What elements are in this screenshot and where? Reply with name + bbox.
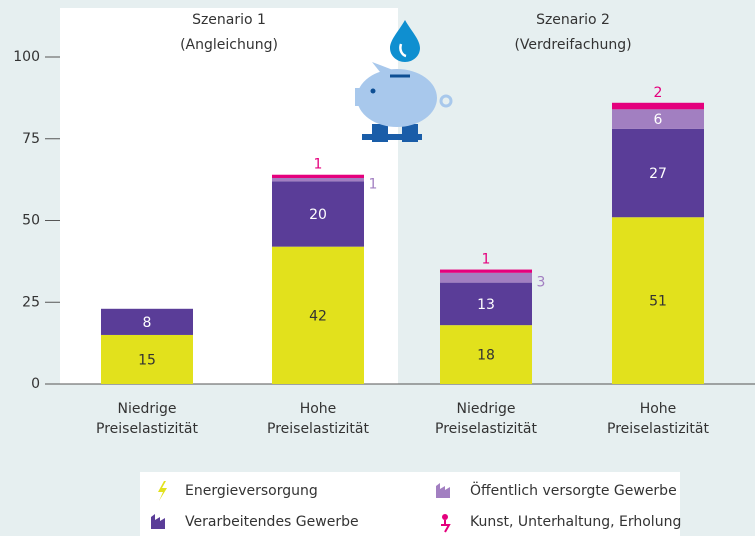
x-tick-label: Niedrige bbox=[117, 401, 176, 417]
value-label: 1 bbox=[314, 157, 323, 173]
y-tick-label: 0 bbox=[31, 376, 40, 392]
value-label: 3 bbox=[537, 275, 546, 291]
legend-label: Kunst, Unterhaltung, Erholung bbox=[470, 514, 681, 530]
y-tick-label: 100 bbox=[13, 49, 40, 65]
x-tick-label: Preiselastizität bbox=[607, 421, 710, 437]
value-label: 27 bbox=[649, 166, 667, 182]
y-tick-label: 25 bbox=[22, 294, 40, 310]
value-label: 8 bbox=[143, 315, 152, 331]
group-title: Szenario 1 bbox=[192, 12, 266, 28]
x-tick-label: Preiselastizität bbox=[96, 421, 199, 437]
x-tick-label: Niedrige bbox=[456, 401, 515, 417]
y-tick-label: 75 bbox=[22, 131, 40, 147]
legend-label: Verarbeitendes Gewerbe bbox=[185, 514, 359, 530]
value-label: 18 bbox=[477, 348, 495, 364]
value-label: 20 bbox=[309, 207, 327, 223]
legend-icon bbox=[442, 514, 448, 520]
x-tick-label: Preiselastizität bbox=[435, 421, 538, 437]
value-label: 2 bbox=[654, 85, 663, 101]
x-tick-label: Preiselastizität bbox=[267, 421, 370, 437]
value-label: 1 bbox=[482, 252, 491, 268]
bar-segment bbox=[272, 175, 364, 178]
value-label: 15 bbox=[138, 352, 156, 368]
y-tick-label: 50 bbox=[22, 213, 40, 229]
group-subtitle: (Verdreifachung) bbox=[514, 37, 631, 53]
value-label: 42 bbox=[309, 308, 327, 324]
value-label: 6 bbox=[654, 112, 663, 128]
x-tick-label: Hohe bbox=[640, 401, 677, 417]
value-label: 1 bbox=[369, 177, 378, 193]
legend-label: Öffentlich versorgte Gewerbe bbox=[470, 481, 677, 499]
legend-label: Energieversorgung bbox=[185, 483, 318, 499]
bar-segment bbox=[612, 103, 704, 110]
x-tick-label: Hohe bbox=[300, 401, 337, 417]
group-subtitle: (Angleichung) bbox=[180, 37, 278, 53]
group-title: Szenario 2 bbox=[536, 12, 610, 28]
chart: 0 25 50 75 100 Szenario 1 (Angleichung) Szenari… bbox=[0, 0, 755, 536]
value-label: 51 bbox=[649, 294, 667, 310]
bar-segment bbox=[440, 273, 532, 283]
bar-segment bbox=[440, 270, 532, 273]
bar-segment bbox=[272, 178, 364, 181]
value-label: 13 bbox=[477, 297, 495, 313]
